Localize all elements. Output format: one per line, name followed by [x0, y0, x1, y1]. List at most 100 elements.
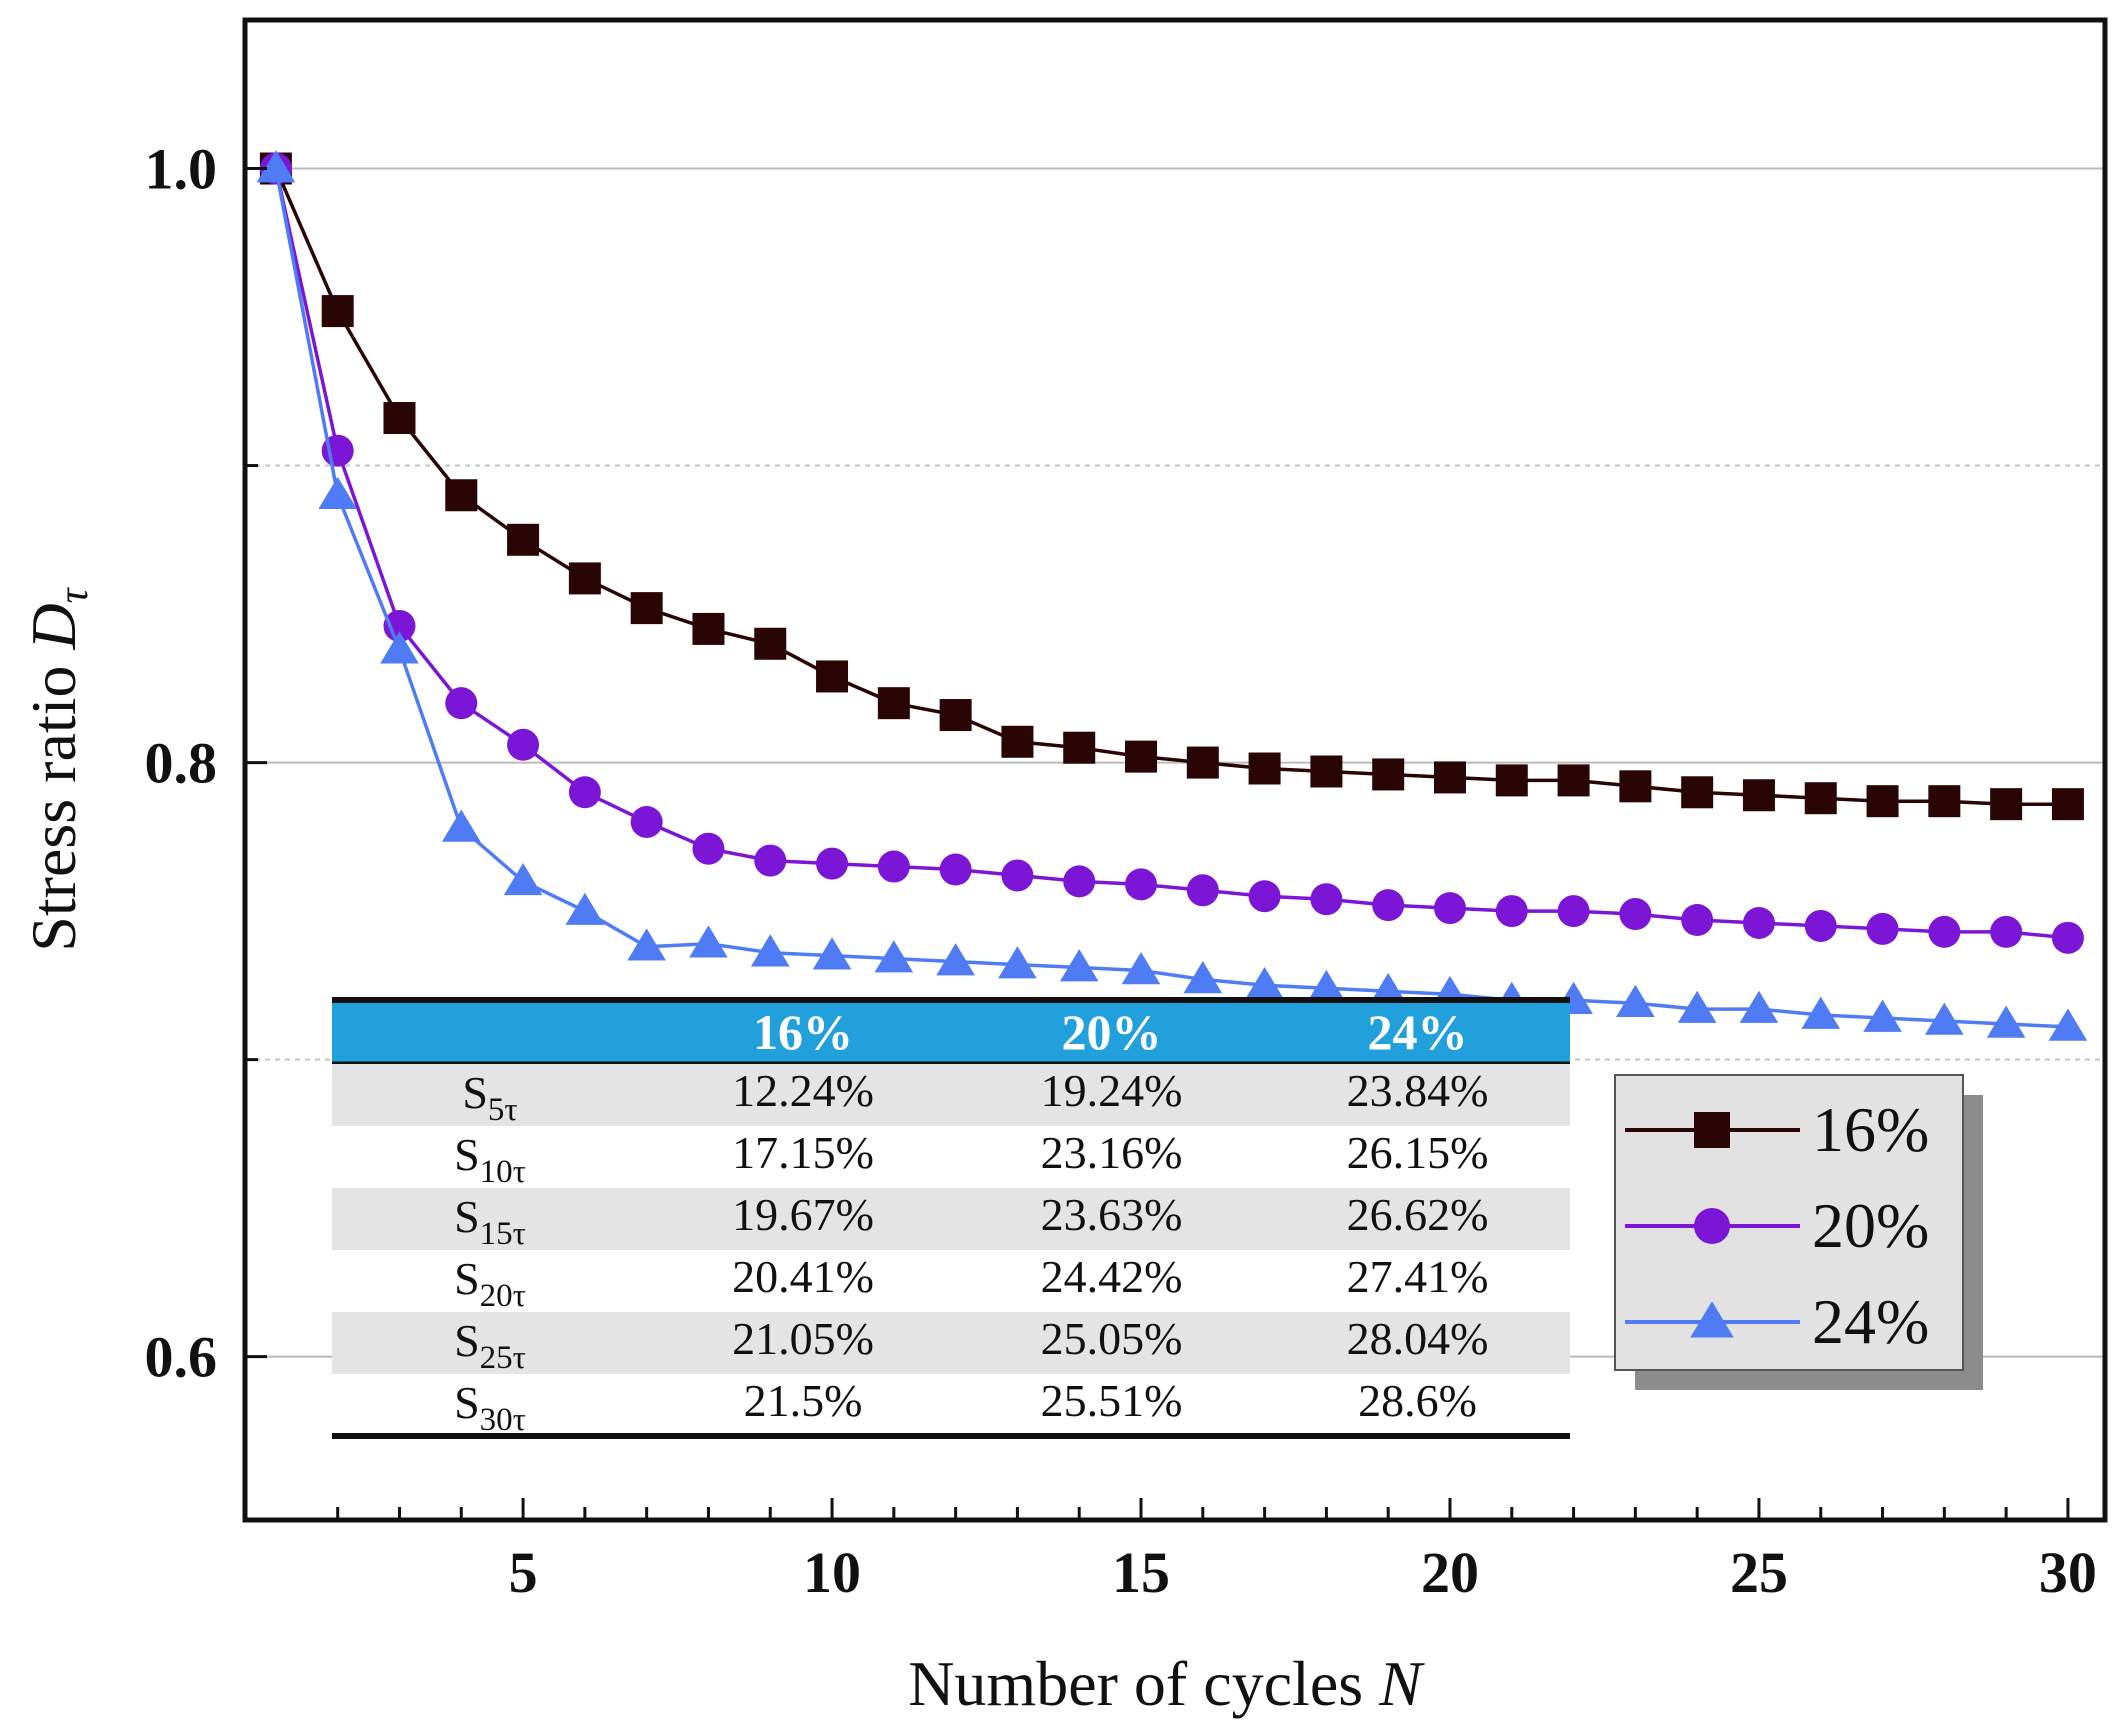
series-24%: [256, 150, 2088, 1041]
data-point: [1433, 892, 1466, 925]
table-row-bg: [332, 1188, 1570, 1250]
data-point: [1557, 895, 1590, 928]
y-axis-title: Stress ratio Dτ: [18, 586, 97, 951]
series-16%: [259, 152, 2084, 821]
data-point: [1183, 961, 1223, 994]
y-tick-label: 1.0: [145, 137, 218, 202]
data-point: [1495, 895, 1528, 928]
data-point: [441, 809, 481, 842]
series-line-24%: [274, 168, 2068, 1029]
table-cell: 26.62%: [1347, 1189, 1489, 1240]
data-point: [1866, 785, 1899, 818]
data-point: [1990, 788, 2023, 821]
legend-label: 20%: [1812, 1190, 1929, 1261]
data-point: [1121, 952, 1161, 985]
series-20%: [259, 152, 2084, 954]
table-cell: 23.84%: [1347, 1065, 1489, 1116]
data-point: [1186, 746, 1219, 779]
data-point: [812, 937, 852, 970]
data-point: [1986, 1005, 2026, 1038]
data-point: [754, 844, 787, 877]
legend-marker: [1690, 1301, 1734, 1338]
table-cell: 27.41%: [1347, 1251, 1489, 1302]
table-row-label: S5τ: [462, 1067, 517, 1128]
data-point: [1372, 758, 1405, 791]
table-cell: 25.05%: [1041, 1313, 1183, 1364]
table-row-label: S10τ: [454, 1129, 526, 1190]
table-row-bg: [332, 1064, 1570, 1126]
data-point: [1619, 770, 1652, 803]
data-point: [1557, 764, 1590, 797]
data-point: [816, 847, 849, 880]
data-point: [1739, 990, 1779, 1023]
data-point: [939, 853, 972, 886]
data-point: [1433, 761, 1466, 794]
data-point: [2048, 1008, 2088, 1041]
data-point: [692, 612, 725, 645]
data-point: [1677, 990, 1717, 1023]
data-point: [507, 523, 540, 556]
data-point: [380, 631, 419, 664]
data-point: [939, 699, 972, 732]
data-point: [503, 862, 543, 896]
x-tick-label: 15: [1112, 1540, 1170, 1605]
data-point: [1925, 1002, 1964, 1035]
data-point: [630, 805, 663, 838]
data-point: [1863, 999, 1902, 1032]
data-point: [1990, 915, 2023, 948]
data-point: [1001, 859, 1034, 892]
data-point: [568, 562, 601, 595]
series-line-16%: [274, 167, 2068, 806]
legend-marker: [1694, 1208, 1730, 1244]
y-tick-label: 0.8: [145, 731, 218, 796]
x-tick-label: 20: [1421, 1540, 1479, 1605]
summary-table: 16% 20% 24% S5τ 12.24% 19.24% 23.84% S10τ 17.15%…: [332, 997, 1570, 1439]
data-point: [568, 776, 601, 809]
table-row-bg: [332, 1312, 1570, 1374]
legend-label: 16%: [1812, 1094, 1929, 1165]
data-point: [1248, 752, 1281, 785]
table-column-header: 16%: [753, 1004, 853, 1060]
data-point: [936, 943, 975, 976]
data-point: [630, 592, 663, 625]
data-point: [1310, 883, 1343, 916]
table-column-header: 24%: [1368, 1004, 1468, 1060]
data-point: [1928, 785, 1961, 818]
legend-label: 24%: [1812, 1286, 1929, 1357]
data-point: [1801, 996, 1841, 1029]
data-point: [1742, 779, 1775, 812]
data-point: [1307, 969, 1346, 1003]
data-point: [1248, 880, 1281, 913]
data-point: [2051, 921, 2084, 954]
x-tick-label: 30: [2039, 1540, 2097, 1605]
y-tick-label: 0.6: [145, 1325, 218, 1390]
table-cell: 24.42%: [1041, 1251, 1183, 1302]
table-row-label: S30τ: [454, 1377, 526, 1438]
data-point: [874, 940, 914, 973]
data-point: [816, 660, 849, 693]
data-point: [1059, 949, 1099, 982]
legend: 16% 20% 24%: [1614, 1074, 1983, 1390]
data-point: [1245, 966, 1284, 1000]
data-point: [877, 687, 910, 720]
data-point: [754, 627, 787, 660]
table-row-label: S20τ: [454, 1253, 526, 1314]
data-point: [692, 832, 725, 865]
series-layer: [256, 150, 2088, 1041]
data-point: [689, 925, 728, 958]
data-point: [445, 687, 478, 720]
table-row-label: S25τ: [454, 1315, 526, 1376]
data-point: [256, 150, 296, 183]
data-point: [1742, 906, 1775, 939]
table-cell: 28.04%: [1347, 1313, 1489, 1364]
table-cell: 26.15%: [1347, 1127, 1489, 1178]
data-point: [1866, 912, 1899, 945]
data-point: [1001, 725, 1034, 758]
x-tick-label: 25: [1730, 1540, 1788, 1605]
data-point: [1928, 915, 1961, 948]
data-point: [321, 295, 354, 328]
data-point: [1681, 776, 1714, 809]
data-point: [507, 728, 540, 761]
data-point: [1372, 889, 1405, 922]
